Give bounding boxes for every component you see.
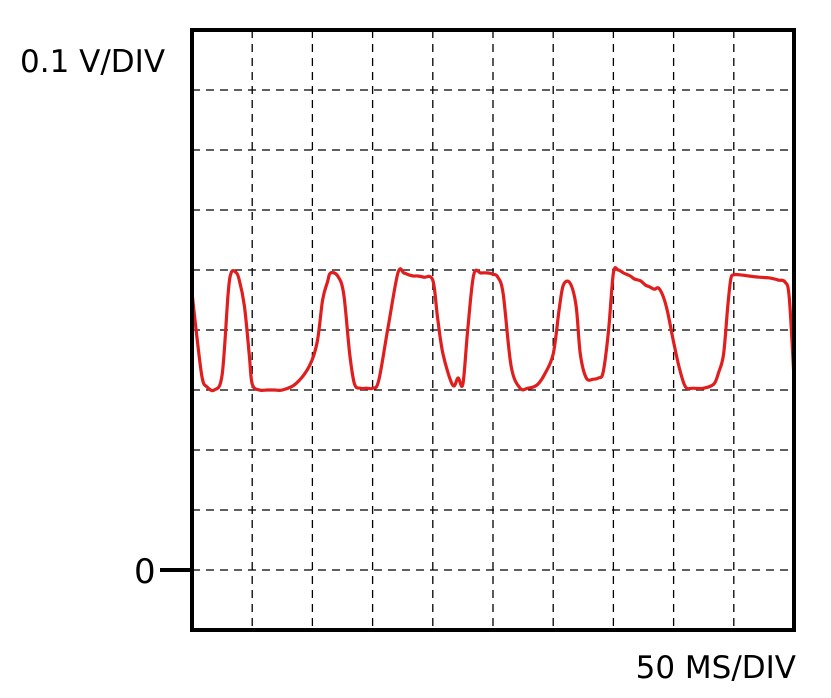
- plot-frame: [190, 28, 796, 632]
- signal-trace: [190, 266, 796, 393]
- grid: [192, 30, 794, 630]
- y-axis-label: 0.1 V/DIV: [20, 44, 165, 80]
- x-axis-label: 50 MS/DIV: [636, 650, 796, 686]
- zero-label: 0: [134, 552, 156, 592]
